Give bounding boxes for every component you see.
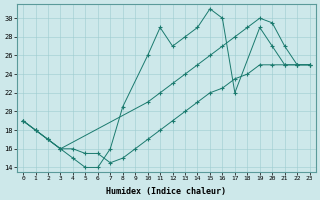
X-axis label: Humidex (Indice chaleur): Humidex (Indice chaleur) xyxy=(106,187,226,196)
